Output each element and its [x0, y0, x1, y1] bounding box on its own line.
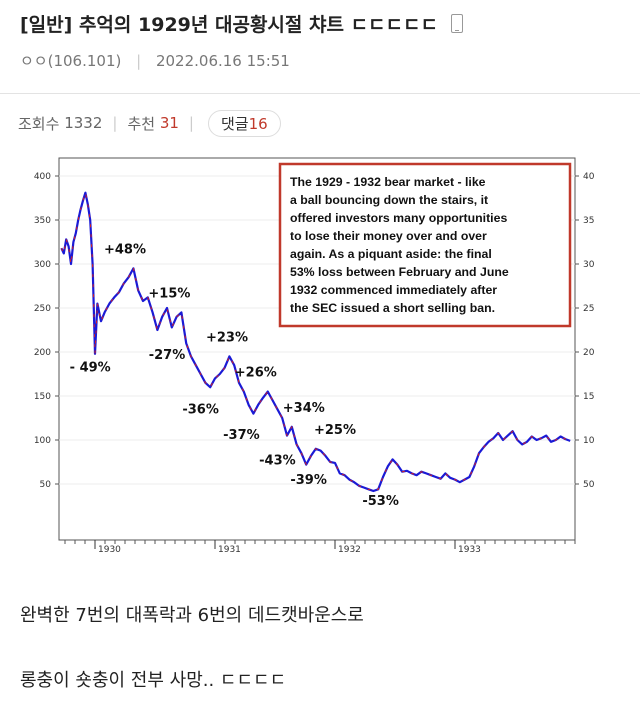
annotation-label: +23%	[206, 330, 248, 345]
y-tick-label-right: 200	[583, 348, 594, 358]
stock-chart-image: 50 50 100 100 150 150 200 200 250 250 300 300 350 350…	[17, 150, 594, 561]
note-box	[278, 162, 572, 328]
note-line: The 1929 - 1932 bear market - like	[290, 175, 486, 189]
y-tick-label-right: 300	[583, 260, 594, 270]
annotation-label: -53%	[362, 494, 399, 509]
y-tick-label-left: 400	[34, 172, 51, 182]
meta-divider: |	[136, 52, 142, 70]
note-line: to lose their money over and over	[290, 229, 487, 243]
y-tick-label-left: 200	[34, 348, 51, 358]
stats-divider-2: |	[188, 114, 194, 132]
y-tick-label-right: 400	[583, 172, 594, 182]
note-line: a ball bouncing down the stairs, it	[290, 193, 488, 207]
post-body-line-1: 완벽한 7번의 대폭락과 6번의 데드캣바운스로	[20, 605, 364, 626]
mobile-phone-icon	[450, 14, 463, 33]
note-line: 1932 commenced immediately after	[290, 283, 497, 297]
post-category[interactable]: [일반]	[20, 14, 73, 36]
price-line-overlay	[60, 192, 571, 492]
header-divider	[0, 93, 640, 94]
annotation-label: - 49%	[70, 360, 111, 375]
y-tick-label-left: 150	[34, 392, 51, 402]
y-tick-label-right: 150	[583, 392, 594, 402]
y-tick-label-left: 300	[34, 260, 51, 270]
annotation-label: +48%	[104, 242, 146, 257]
views-count: 1332	[64, 114, 103, 132]
comments-count: 16	[248, 114, 268, 133]
annotation-label: +15%	[148, 286, 190, 301]
note-line: again. As a piquant aside: the final	[290, 247, 492, 261]
views-label: 조회수	[18, 114, 60, 133]
annotation-label: -37%	[223, 428, 260, 443]
x-tick-label: 1931	[218, 545, 241, 555]
note-line: offered investors many opportunities	[290, 211, 507, 225]
x-tick-label: 1930	[98, 545, 121, 555]
stats-divider: |	[112, 114, 118, 132]
x-tick-label: 1932	[338, 545, 361, 555]
annotation-label: -27%	[149, 348, 186, 363]
x-tick-label: 1933	[458, 545, 481, 555]
note-line: 53% loss between February and June	[290, 265, 509, 279]
note-line: the SEC issued a short selling ban.	[290, 301, 495, 315]
post-title-text: 추억의 1929년 대공황시절 챠트 ㄷㄷㄷㄷㄷ	[78, 14, 438, 36]
y-tick-label-left: 50	[40, 480, 52, 490]
post-meta: ㅇㅇ(106.101) | 2022.06.16 15:51	[20, 50, 290, 71]
y-tick-label-left: 350	[34, 216, 51, 226]
y-tick-label-right: 50	[583, 480, 594, 490]
annotation-label: -39%	[290, 473, 327, 488]
post-stats: 조회수 1332 | 추천 31 | 댓글16	[18, 109, 281, 137]
annotation-label: +25%	[314, 423, 356, 438]
post-title: [일반] 추억의 1929년 대공황시절 챠트 ㄷㄷㄷㄷㄷ	[20, 10, 463, 37]
y-tick-label-right: 100	[583, 436, 594, 446]
author-name[interactable]: ㅇㅇ(106.101)	[20, 52, 122, 70]
recommend-count: 31	[159, 114, 179, 132]
post-date: 2022.06.16 15:51	[155, 52, 290, 70]
annotation-label: -43%	[259, 454, 296, 469]
comments-label: 댓글	[220, 114, 249, 133]
recommend-label: 추천	[127, 114, 156, 133]
post-body-line-2: 롱충이 숏충이 전부 사망.. ㄷㄷㄷㄷ	[20, 670, 287, 691]
y-tick-label-left: 250	[34, 304, 51, 314]
y-tick-label-right: 350	[583, 216, 594, 226]
comments-button[interactable]: 댓글16	[207, 109, 281, 137]
annotation-label: +26%	[235, 366, 277, 381]
y-tick-label-right: 250	[583, 304, 594, 314]
y-tick-label-left: 100	[34, 436, 51, 446]
annotation-label: -36%	[182, 403, 219, 418]
annotation-label: +34%	[283, 401, 325, 416]
